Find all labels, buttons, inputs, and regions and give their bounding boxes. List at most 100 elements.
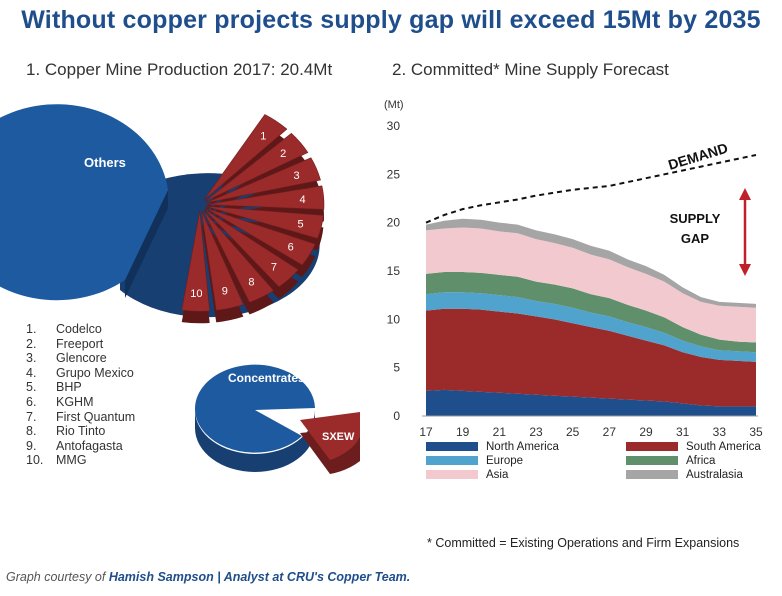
company-slice: 8 <box>202 209 275 315</box>
legend-item: South America <box>626 441 761 453</box>
company-slice-top <box>203 114 288 201</box>
series-area <box>426 292 756 362</box>
y-tick-label: 25 <box>387 167 401 181</box>
series-area <box>426 308 756 407</box>
y-tick-label: 30 <box>387 119 401 133</box>
legend-item: North America <box>426 441 559 453</box>
company-rank: 8. <box>26 424 37 439</box>
x-axis-ticks: 17 19 21 23 25 27 29 31 33 35 <box>419 425 763 439</box>
company-list-item: 8. Rio Tinto <box>26 424 135 439</box>
series-area <box>426 227 756 343</box>
company-slice-number: 4 <box>299 194 305 206</box>
company-slices: 1 23 4 567 8 9 10 <box>181 114 325 324</box>
x-tick-label: 23 <box>529 425 543 439</box>
legend-swatch <box>626 470 678 479</box>
legend-swatch <box>426 442 478 451</box>
supply-gap-label-1: SUPPLY <box>670 211 721 226</box>
credit-prefix: Graph courtesy of <box>6 570 109 584</box>
company-slice-number: 9 <box>222 286 228 298</box>
others-slice-top <box>0 104 168 301</box>
page-title: Without copper projects supply gap will … <box>21 6 761 34</box>
y-tick-label: 15 <box>387 264 401 278</box>
company-slice-top <box>205 157 321 204</box>
series-area <box>426 271 756 353</box>
others-label: Others <box>84 155 126 170</box>
legend-label: South America <box>686 441 761 453</box>
credit-author: Hamish Sampson | Analyst at CRU's Copper… <box>108 570 411 584</box>
legend-swatch <box>426 470 478 479</box>
supply-gap-arrow-up <box>739 188 751 200</box>
stacked-areas <box>426 218 756 416</box>
legend-label: North America <box>486 441 559 453</box>
company-slice-top <box>204 132 309 202</box>
company-rank: 4. <box>26 365 37 380</box>
y-tick-label: 20 <box>387 216 401 230</box>
company-name: BHP <box>56 380 82 395</box>
legend-swatch <box>626 442 678 451</box>
company-slice-number: 7 <box>271 261 277 273</box>
others-slice-edge <box>125 190 168 298</box>
company-name: Grupo Mexico <box>56 365 134 380</box>
company-slice-number: 10 <box>190 288 202 300</box>
company-rank: 7. <box>26 409 37 424</box>
company-slice-top <box>204 208 299 288</box>
sxew-label: SXEW <box>322 431 355 443</box>
company-rank: 9. <box>26 438 37 453</box>
legend-item: Africa <box>626 455 716 467</box>
series-area <box>426 389 756 416</box>
demand-label: DEMAND <box>666 140 729 173</box>
company-list-item: 1. Codelco <box>26 322 135 337</box>
credit-line: Graph courtesy of Hamish Sampson | Analy… <box>6 570 410 584</box>
company-rank: 1. <box>26 322 37 336</box>
x-tick-label: 21 <box>493 425 507 439</box>
concentrates-slice-side <box>195 410 315 472</box>
company-rank: 6. <box>26 394 37 409</box>
company-slice-top <box>205 185 325 210</box>
company-slice-top <box>202 209 275 303</box>
company-slice-number: 6 <box>288 241 294 253</box>
x-tick-label: 29 <box>639 425 653 439</box>
company-slice-number: 3 <box>294 170 300 182</box>
company-rank: 5. <box>26 380 37 395</box>
company-name: Antofagasta <box>56 438 123 453</box>
company-rank: 10. <box>26 453 44 468</box>
left-panel-subtitle: 1. Copper Mine Production 2017: 20.4Mt <box>26 60 333 79</box>
company-list-item: 7. First Quantum <box>26 410 135 425</box>
company-list-item: 6. KGHM <box>26 395 135 410</box>
company-rank: 3. <box>26 351 37 366</box>
company-slice-number: 2 <box>280 148 286 160</box>
company-slice: 9 <box>201 210 244 323</box>
company-list-item: 5. BHP <box>26 380 135 395</box>
y-axis-ticks: 0 5 10 15 20 25 30 <box>387 119 401 423</box>
legend-item: Europe <box>426 455 523 467</box>
supply-gap-arrow-down <box>739 264 751 276</box>
company-rank: 2. <box>26 336 37 351</box>
company-slice-number: 5 <box>297 218 303 230</box>
footnote: * Committed = Existing Operations and Fi… <box>427 536 740 550</box>
legend-swatch <box>426 456 478 465</box>
y-tick-label: 0 <box>393 409 400 423</box>
legend-item: Australasia <box>626 469 743 481</box>
legend-label: Europe <box>486 455 523 467</box>
x-tick-label: 35 <box>749 425 763 439</box>
company-name: Rio Tinto <box>56 424 106 439</box>
company-name: Freeport <box>56 336 104 351</box>
company-list-item: 4. Grupo Mexico <box>26 366 135 381</box>
x-tick-label: 31 <box>676 425 690 439</box>
concentrates-slice-top <box>195 364 315 453</box>
company-slice-top <box>205 207 316 266</box>
y-axis-unit: (Mt) <box>384 99 404 111</box>
y-tick-label: 10 <box>387 312 401 326</box>
x-tick-label: 19 <box>456 425 470 439</box>
production-pie-charts: Others 1 23 4 567 8 9 10 Concentrates SXEW <box>0 104 360 474</box>
company-slice-number: 1 <box>260 130 266 142</box>
legend-item: Asia <box>426 469 509 481</box>
supply-forecast-chart: (Mt) 0 5 10 15 20 25 30 DEMAND SUPPLY GAP 17 19… <box>384 99 763 481</box>
company-list-item: 2. Freeport <box>26 337 135 352</box>
x-tick-label: 33 <box>713 425 727 439</box>
company-slice-top <box>181 210 210 312</box>
company-name: First Quantum <box>56 409 136 424</box>
series-area <box>426 218 756 308</box>
legend-label: Africa <box>686 455 716 467</box>
supply-gap-label-2: GAP <box>681 231 710 246</box>
